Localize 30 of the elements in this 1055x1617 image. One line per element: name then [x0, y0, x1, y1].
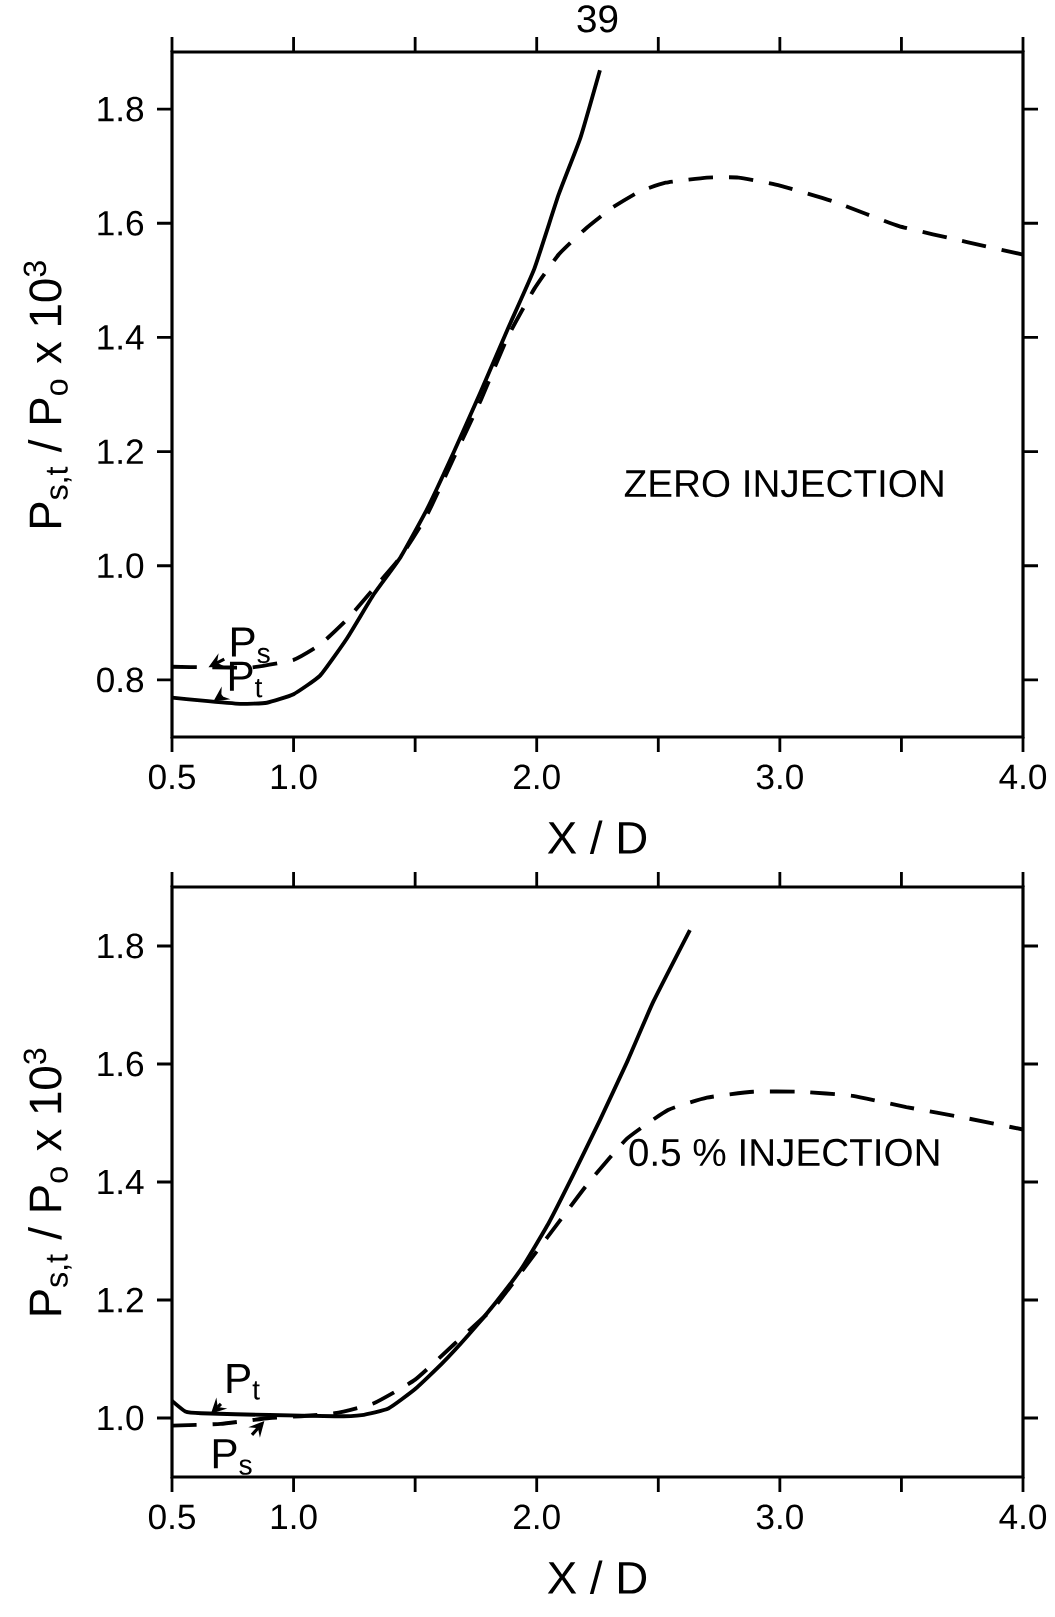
x-tick-label: 2.0 [514, 764, 560, 790]
y-tick-label: 1.2 [98, 1287, 143, 1313]
x-tick-label: 4.0 [999, 764, 1047, 790]
x-tick-label: 1.0 [271, 764, 317, 790]
y-tick-label: 0.8 [97, 667, 144, 693]
x-tick-label: 2.0 [514, 1504, 560, 1530]
x-tick-label: 1.0 [271, 1504, 317, 1530]
y-axis-title: P$_{s,t}$ / P$_{o}$ x 10$^{3}$ [23, 1048, 72, 1315]
x-tick-label: 4.0 [999, 1504, 1047, 1530]
x-tick-label: 3.0 [756, 1504, 803, 1530]
annotation: ZERO INJECTION [624, 469, 943, 498]
y-tick-label: 1.6 [98, 210, 144, 236]
y-tick-label: 1.8 [98, 933, 144, 959]
x-tick-label: 3.0 [756, 764, 803, 790]
chart-title: 39 [577, 5, 618, 33]
y-axis-title: P$_{s,t}$ / P$_{o}$ x 10$^{3}$ [23, 261, 72, 528]
y-tick-label: 1.4 [98, 1169, 144, 1195]
y-tick-label: 1.0 [98, 553, 144, 579]
annotation: P$_{t}$ [227, 1364, 260, 1400]
y-tick-label: 1.4 [98, 325, 144, 350]
y-tick-label: 1.2 [98, 439, 143, 464]
x-axis-title: X / D [547, 820, 647, 854]
y-tick-label: 1.8 [98, 96, 144, 122]
y-tick-label: 1.6 [98, 1051, 144, 1077]
annotation: 0.5 % INJECTION [629, 1138, 939, 1167]
x-axis-title: X / D [547, 1560, 647, 1594]
x-tick-label: 0.5 [148, 764, 195, 790]
annotation: P$_{s}$ [213, 1439, 252, 1475]
x-tick-label: 0.5 [148, 1504, 195, 1530]
y-tick-label: 1.0 [98, 1405, 144, 1431]
